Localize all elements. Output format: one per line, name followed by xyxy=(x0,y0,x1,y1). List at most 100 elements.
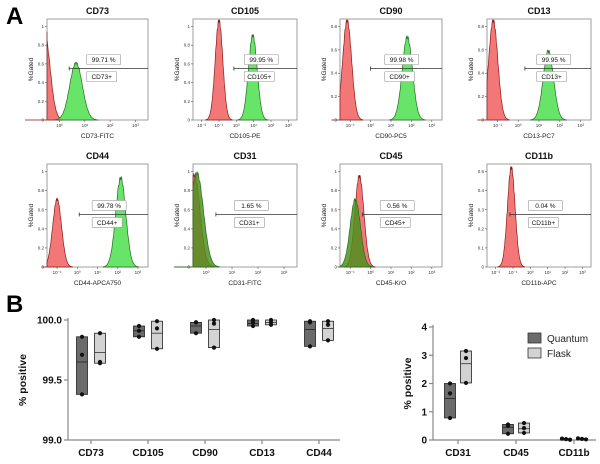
panel-label-b: B xyxy=(6,291,23,318)
x-tick-label: 10⁰ xyxy=(203,270,210,275)
box xyxy=(94,332,106,364)
y-tick-label: 0.4 xyxy=(184,80,191,85)
data-point xyxy=(79,352,85,357)
data-point xyxy=(211,321,217,326)
gate-name: CD13+ xyxy=(541,74,562,81)
y-tick-label: 0.5 xyxy=(478,169,485,174)
box-flask-cd90 xyxy=(208,317,220,350)
y-tick-label: 0 xyxy=(41,265,44,270)
box xyxy=(151,320,163,350)
stained-histogram xyxy=(337,197,375,268)
data-point xyxy=(579,436,585,441)
box-quantum-cd31 xyxy=(444,381,456,421)
y-tick-label: 0 xyxy=(41,118,44,123)
x-tick-label: 10¹ xyxy=(388,270,395,275)
y-tick-label: 100.0 xyxy=(37,316,62,327)
histogram-title: CD31 xyxy=(233,151,256,161)
gate-name-box xyxy=(243,71,275,82)
y-tick-label: 99.5 xyxy=(43,376,63,387)
y-tick-label: 1 xyxy=(41,24,44,29)
data-point xyxy=(521,420,527,426)
control-histogram xyxy=(497,166,525,268)
y-tick-label: 0.2 xyxy=(184,245,191,250)
legend-label-flask: Flask xyxy=(547,349,572,360)
x-tick-label: 10⁰ xyxy=(367,123,374,128)
y-axis-label: % positive xyxy=(402,357,414,409)
data-point xyxy=(250,320,256,325)
x-tick-label: 10³ xyxy=(579,270,586,275)
y-tick-label: 0.1 xyxy=(478,245,485,250)
gate-percent: 1.65 % xyxy=(241,203,261,210)
box-flask-cd11b xyxy=(575,436,589,442)
y-tick-label: 0.4 xyxy=(38,226,45,231)
x-axis-label: CD105-PE xyxy=(229,133,261,140)
y-tick-label: 0 xyxy=(481,118,484,123)
x-tick-label: 10² xyxy=(107,123,114,128)
data-point xyxy=(325,322,331,327)
y-tick-label: 0.4 xyxy=(38,80,45,85)
histogram-cd73: CD73 0 0.2 0.4 0.6 0.8 1 10⁰ 10¹ 10² 10³ CD73-FITC%… xyxy=(24,6,149,140)
x-tick-label: 10⁰ xyxy=(515,123,522,128)
x-tick-label: CD31 xyxy=(445,448,471,459)
histogram-grid: CD73 0 0.2 0.4 0.6 0.8 1 10⁰ 10¹ 10² 10³ CD73-FITC%… xyxy=(24,6,592,287)
x-tick-label: 10¹ xyxy=(544,270,551,275)
gate-name: CD90+ xyxy=(389,74,410,81)
box-flask-cd45 xyxy=(518,420,530,436)
y-tick-label: 0.6 xyxy=(38,207,45,212)
box xyxy=(460,350,472,384)
x-tick-label: 10² xyxy=(114,270,121,275)
data-point xyxy=(447,415,453,421)
y-tick-label: 0.6 xyxy=(331,207,338,212)
x-tick-label: 10³ xyxy=(132,123,139,128)
data-point xyxy=(567,437,573,442)
data-point xyxy=(307,320,313,325)
gate-name: CD31+ xyxy=(239,220,260,227)
x-tick-label: 10² xyxy=(562,270,569,275)
x-axis-label: CD13-PC7 xyxy=(523,133,555,140)
data-point xyxy=(563,437,569,442)
histogram-cd11b: CD11b 0 0.1 0.2 0.3 0.4 0.5 10⁻² 10⁻¹ 10⁰ 10¹ 10² 10… xyxy=(468,151,592,287)
x-axis-label: CD44-APCA750 xyxy=(74,280,122,287)
box-quantum-cd13 xyxy=(247,317,259,329)
x-tick-label: 10³ xyxy=(281,270,288,275)
y-tick-label: 0 xyxy=(334,118,337,123)
gate-percent: 99.95 % xyxy=(542,57,566,64)
gate-name: CD44+ xyxy=(97,220,118,227)
x-tick-label: 10³ xyxy=(577,123,584,128)
x-tick-label: 10¹ xyxy=(94,270,101,275)
y-axis-label: %Gated xyxy=(321,57,328,81)
x-tick-label: 10⁻² xyxy=(197,123,206,128)
x-tick-label: 10² xyxy=(255,270,262,275)
data-point xyxy=(136,328,142,333)
x-tick-label: 10¹ xyxy=(229,270,236,275)
x-tick-label: 10⁰ xyxy=(74,270,81,275)
y-tick-label: 0.8 xyxy=(38,43,45,48)
box xyxy=(76,336,88,395)
x-tick-label: 10⁻² xyxy=(491,270,500,275)
y-tick-label: 1 xyxy=(187,169,190,174)
histogram-title: CD45 xyxy=(379,151,402,161)
y-tick-label: 0.4 xyxy=(478,188,485,193)
gate-name-box xyxy=(536,71,567,82)
x-axis-label: CD45-KrO xyxy=(376,280,406,287)
data-point xyxy=(268,322,274,327)
y-tick-label: 0.6 xyxy=(184,207,191,212)
gate-name-box xyxy=(86,71,117,82)
gate-name-box xyxy=(234,217,265,228)
data-point xyxy=(583,437,589,442)
y-axis-label: %Gated xyxy=(321,203,328,227)
y-tick-label: 0.4 xyxy=(184,226,191,231)
y-axis-label: %Gated xyxy=(174,57,181,81)
x-tick-label: 10⁻¹ xyxy=(215,123,224,128)
data-point xyxy=(521,426,527,431)
histogram-title: CD73 xyxy=(86,6,109,16)
y-tick-label: 0.4 xyxy=(478,71,485,76)
control-histogram xyxy=(205,19,233,121)
y-tick-label: 0.6 xyxy=(184,61,191,66)
control-histogram xyxy=(477,19,510,121)
plot-frame xyxy=(46,18,149,121)
gate-percent-box xyxy=(91,200,127,211)
histogram-title: CD13 xyxy=(527,6,550,16)
y-tick-label: 0.6 xyxy=(478,47,485,52)
data-point xyxy=(505,431,511,436)
